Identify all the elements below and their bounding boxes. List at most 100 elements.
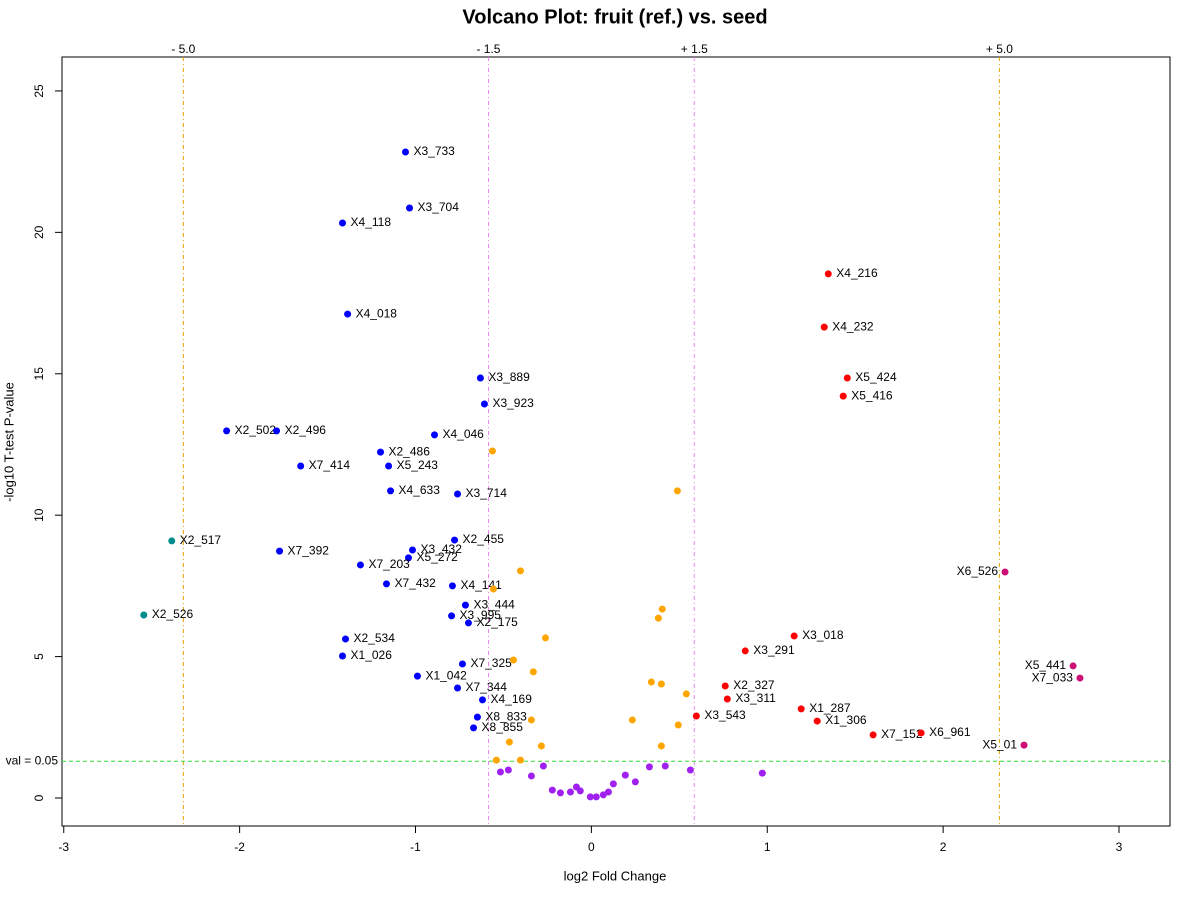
- point: [409, 546, 417, 554]
- point-label: X5_01: [982, 737, 1017, 751]
- point: [539, 762, 547, 770]
- point-label: X3_923: [492, 396, 534, 410]
- point-label: X3_733: [413, 144, 455, 158]
- point: [480, 400, 488, 408]
- point: [470, 724, 478, 732]
- x-axis-label: log2 Fold Change: [564, 868, 667, 883]
- point: [479, 696, 487, 704]
- point-label: X7_152: [881, 727, 923, 741]
- point: [592, 793, 600, 801]
- point: [654, 614, 662, 622]
- point: [556, 789, 564, 797]
- point: [813, 717, 821, 725]
- point: [297, 462, 305, 470]
- point: [342, 635, 350, 643]
- point-label: X8_833: [485, 709, 527, 723]
- point: [404, 554, 412, 562]
- point-label: X3_543: [704, 708, 746, 722]
- point: [657, 680, 665, 688]
- point: [566, 788, 574, 796]
- point: [505, 738, 513, 746]
- point: [401, 148, 409, 156]
- point: [658, 605, 666, 613]
- point: [489, 585, 497, 593]
- fold-line-label: - 5.0: [171, 42, 195, 56]
- point-label: X3_311: [735, 691, 776, 705]
- point: [517, 567, 525, 575]
- point-label: X2_502: [235, 423, 277, 437]
- point-label: X7_325: [470, 656, 512, 670]
- point-label: X3_444: [473, 597, 515, 611]
- point-label: X5_441: [1025, 658, 1067, 672]
- point: [790, 632, 798, 640]
- point-label: X6_961: [929, 725, 971, 739]
- y-tick-label: 0: [32, 794, 46, 801]
- point-label: X6_526: [957, 564, 999, 578]
- point: [674, 721, 682, 729]
- point: [344, 310, 352, 318]
- point: [382, 580, 390, 588]
- point: [647, 678, 655, 686]
- point: [458, 660, 466, 668]
- point-label: X4_169: [491, 692, 533, 706]
- point: [454, 490, 462, 498]
- point: [673, 487, 681, 495]
- point: [758, 769, 766, 777]
- point: [1001, 568, 1009, 576]
- y-axis-label: -log10 T-test P-value: [1, 382, 16, 502]
- point: [464, 619, 472, 627]
- y-tick-label: 10: [32, 508, 46, 522]
- point: [1076, 674, 1084, 682]
- point: [599, 791, 607, 799]
- x-tick-label: -1: [410, 840, 421, 854]
- point-label: X7_414: [309, 458, 351, 472]
- point: [527, 716, 535, 724]
- chart-title: Volcano Plot: fruit (ref.) vs. seed: [462, 6, 767, 28]
- point-label: X3_291: [753, 643, 795, 657]
- point-label: X3_995: [460, 608, 502, 622]
- fold-line-label: - 1.5: [476, 42, 500, 56]
- point-label: X5_416: [851, 388, 893, 402]
- point: [356, 561, 364, 569]
- point-label: X7_432: [394, 576, 436, 590]
- point: [824, 270, 832, 278]
- point-label: X3_432: [421, 542, 463, 556]
- point-label: X5_272: [416, 550, 458, 564]
- point: [628, 716, 636, 724]
- point-label: X2_534: [354, 631, 396, 645]
- point: [339, 219, 347, 227]
- point: [586, 793, 594, 801]
- x-tick-label: -3: [58, 840, 69, 854]
- point-label: X7_033: [1032, 670, 1074, 684]
- point: [839, 392, 847, 400]
- point: [843, 374, 851, 382]
- point-label: X2_526: [152, 607, 194, 621]
- fold-line-label: + 5.0: [986, 42, 1013, 56]
- point: [537, 742, 545, 750]
- point: [917, 729, 925, 737]
- x-tick-label: 0: [588, 840, 595, 854]
- point-label: X1_287: [809, 701, 851, 715]
- point: [548, 786, 556, 794]
- point: [686, 766, 694, 774]
- point-label: X4_232: [832, 319, 874, 333]
- point-label: X2_517: [180, 533, 222, 547]
- point: [527, 772, 535, 780]
- point: [661, 762, 669, 770]
- point-label: X2_486: [389, 444, 431, 458]
- point: [140, 611, 148, 619]
- point-label: X4_046: [442, 427, 484, 441]
- point: [609, 780, 617, 788]
- point: [504, 766, 512, 774]
- point: [631, 778, 639, 786]
- point-label: X4_018: [356, 306, 398, 320]
- point: [454, 684, 462, 692]
- point: [461, 601, 469, 609]
- point: [430, 431, 438, 439]
- point-label: X1_026: [351, 648, 393, 662]
- point-label: X1_042: [425, 668, 467, 682]
- point-label: X7_392: [288, 543, 330, 557]
- point: [473, 713, 481, 721]
- point-label: X7_344: [466, 680, 508, 694]
